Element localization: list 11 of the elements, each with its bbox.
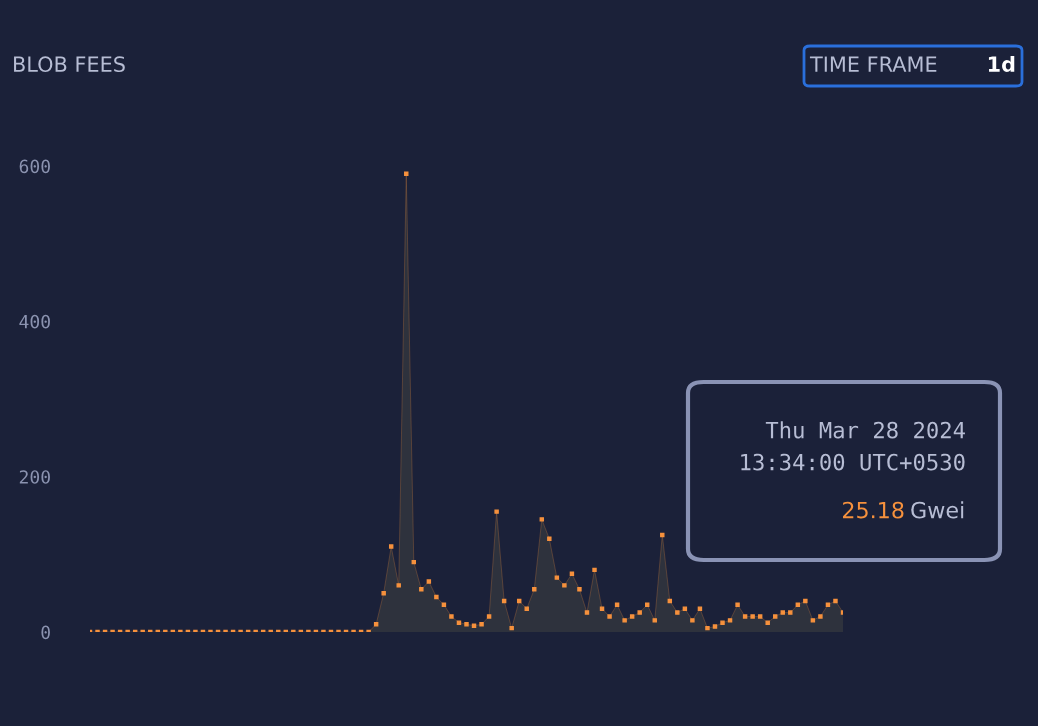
y-tick-label: 600 bbox=[19, 159, 50, 174]
y-tick-label: 200 bbox=[19, 470, 50, 484]
text: 1d bbox=[988, 55, 1015, 73]
y-tick-label: 0 bbox=[41, 625, 50, 640]
text: TIME FRAME bbox=[809, 56, 937, 72]
y-tick-label: 400 bbox=[19, 314, 50, 329]
text: Gwei bbox=[911, 501, 964, 519]
annotation: Thu Mar 28 2024 bbox=[765, 421, 965, 439]
annotation: 13:34:00 UTC+0530 bbox=[741, 453, 965, 471]
chart-title: BLOB FEES bbox=[14, 56, 125, 73]
annotation: 25.18 bbox=[843, 501, 904, 519]
